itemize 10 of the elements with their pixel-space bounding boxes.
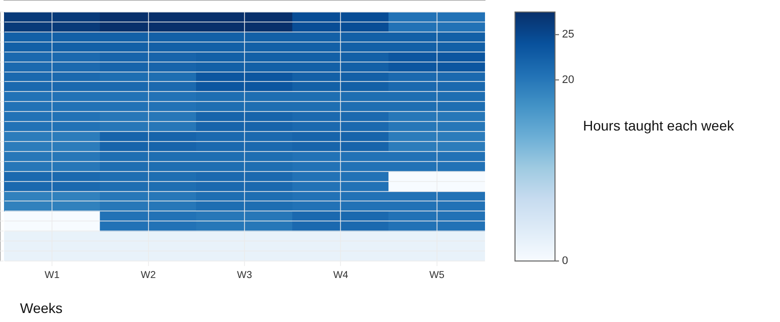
x-tick-label: W3 (237, 270, 252, 281)
color-bar-title: Hours taught each week (583, 117, 735, 134)
color-bar-label: 20 (562, 74, 574, 86)
x-tick-label: W4 (333, 270, 349, 281)
color-bar-label: 25 (562, 28, 574, 41)
x-axis-title: Weeks (20, 300, 63, 316)
x-tick-label: W5 (429, 270, 445, 281)
color-bar-label: 0 (562, 255, 568, 268)
x-tick-label: W1 (44, 270, 60, 281)
x-tick-label: W2 (140, 270, 156, 281)
